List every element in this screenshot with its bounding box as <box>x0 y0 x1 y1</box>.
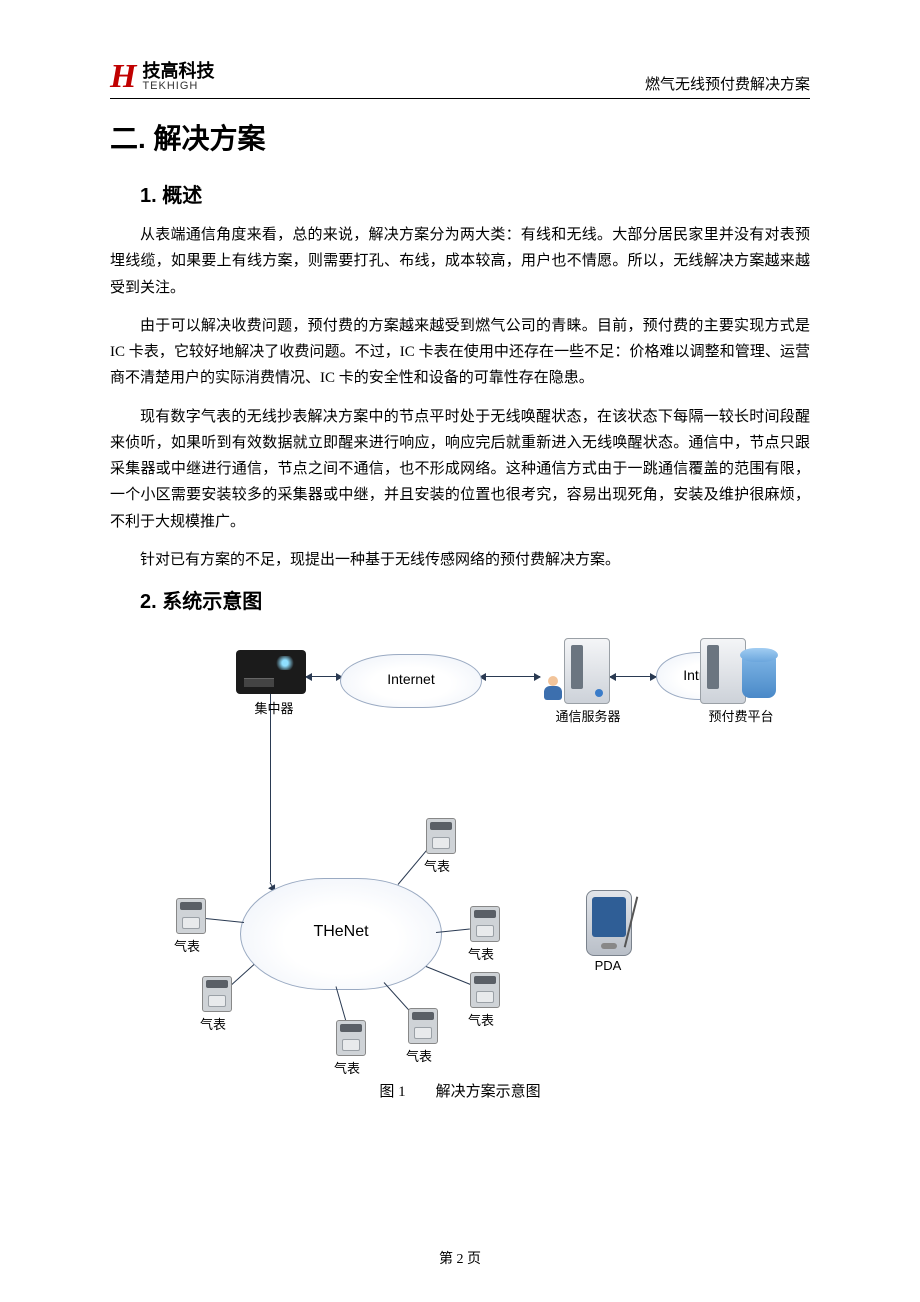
concentrator-label: 集中器 <box>244 698 304 717</box>
gas-meter-icon <box>408 1008 438 1044</box>
meter-label: 气表 <box>334 1058 360 1077</box>
paragraph: 由于可以解决收费问题，预付费的方案越来越受到燃气公司的青睐。目前，预付费的主要实… <box>110 313 810 392</box>
server-icon <box>700 638 746 704</box>
gas-meter-icon <box>470 906 500 942</box>
page-footer: 第 2 页 <box>0 1248 920 1268</box>
meter-label: 气表 <box>174 936 200 955</box>
link-line <box>480 676 540 677</box>
page-header: H 技高科技 TEKHIGH 燃气无线预付费解决方案 <box>110 60 810 99</box>
paragraph: 从表端通信角度来看，总的来说，解决方案分为两大类：有线和无线。大部分居民家里并没… <box>110 222 810 301</box>
link-line <box>426 966 475 986</box>
logo-cn: 技高科技 <box>142 62 214 81</box>
meter-label: 气表 <box>200 1014 226 1033</box>
figure-caption: 图 1 解决方案示意图 <box>110 1080 810 1101</box>
gas-meter-icon <box>470 972 500 1008</box>
heading-2-diagram: 2. 系统示意图 <box>140 585 810 614</box>
thenet-cloud-icon: THeNet <box>240 878 442 990</box>
paragraph: 针对已有方案的不足，现提出一种基于无线传感网络的预付费解决方案。 <box>110 547 810 573</box>
platform-label: 预付费平台 <box>696 706 786 725</box>
meter-label: 气表 <box>468 1010 494 1029</box>
pda-label: PDA <box>588 958 628 973</box>
link-line <box>204 918 244 923</box>
meter-label: 气表 <box>468 944 494 963</box>
system-diagram: Internet Intranet THeNet 集中器 通信服务器 预付费平台… <box>140 632 780 1062</box>
doc-title: 燃气无线预付费解决方案 <box>645 73 810 94</box>
cloud-label: Internet <box>341 671 481 687</box>
heading-1: 二. 解决方案 <box>110 117 810 157</box>
link-line <box>610 676 656 677</box>
person-icon <box>544 676 562 700</box>
heading-2-overview: 1. 概述 <box>140 179 810 208</box>
server-icon <box>564 638 610 704</box>
paragraph: 现有数字气表的无线抄表解决方案中的节点平时处于无线唤醒状态，在该状态下每隔一较长… <box>110 404 810 535</box>
gas-meter-icon <box>426 818 456 854</box>
concentrator-icon <box>236 650 306 694</box>
gas-meter-icon <box>336 1020 366 1056</box>
logo: H 技高科技 TEKHIGH <box>110 60 214 94</box>
logo-mark-icon: H <box>110 60 136 94</box>
gas-meter-icon <box>202 976 232 1012</box>
logo-en: TEKHIGH <box>142 81 214 93</box>
comm-server-label: 通信服务器 <box>548 706 628 725</box>
cloud-label: THeNet <box>241 923 441 941</box>
gas-meter-icon <box>176 898 206 934</box>
meter-label: 气表 <box>406 1046 432 1065</box>
link-line <box>270 694 271 882</box>
link-line <box>306 676 342 677</box>
internet-cloud-icon: Internet <box>340 654 482 708</box>
database-icon <box>742 654 776 698</box>
meter-label: 气表 <box>424 856 450 875</box>
